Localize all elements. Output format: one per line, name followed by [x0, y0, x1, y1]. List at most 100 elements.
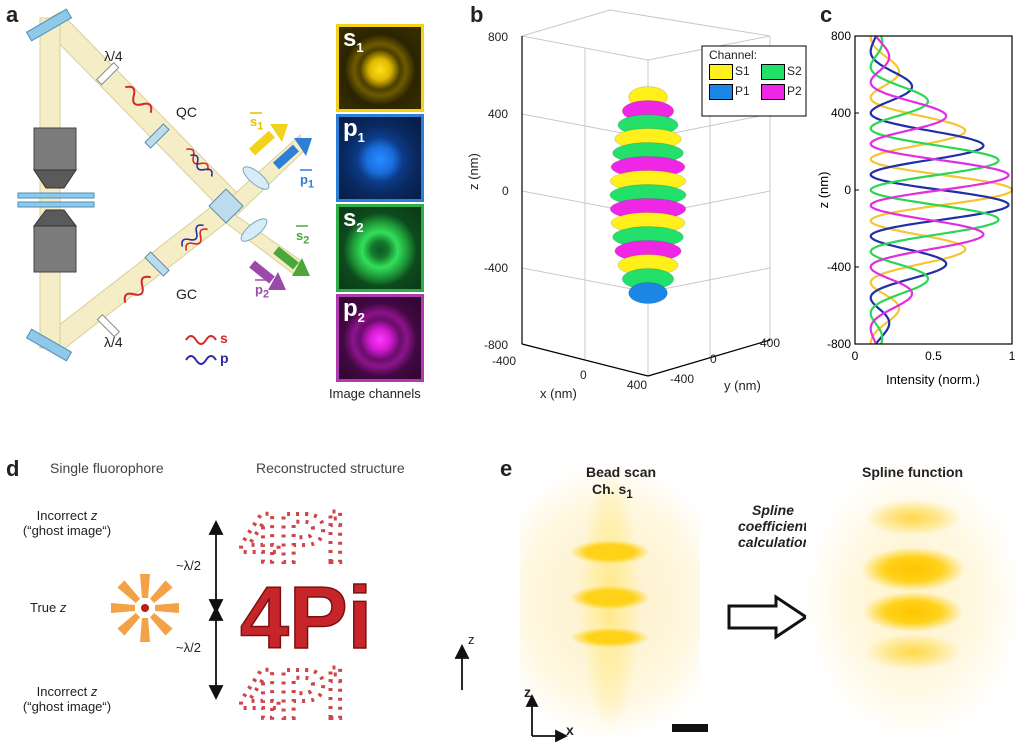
beam-splitter [208, 188, 244, 224]
channel-image-s1: s1 [336, 24, 424, 112]
axes [521, 36, 771, 377]
objective-top [33, 127, 77, 189]
wave-blue-mid-bottom [181, 224, 204, 247]
legend-entry-p1: P1 [735, 84, 750, 98]
incorrect-z-bottom: Incorrect z (“ghost image“) [22, 684, 112, 714]
lambda-half-top: ~λ/2 [176, 558, 201, 573]
wave-red-mid-top [186, 148, 209, 171]
z-tick-400: 400 [488, 107, 509, 121]
y-axis-label: y (nm) [724, 378, 761, 393]
spline-calc-text: Spline coefficients calculation [738, 502, 816, 550]
x-axis-label: x (nm) [540, 386, 577, 401]
output-arrow-p2 [249, 260, 286, 290]
image-channels-caption: Image channels [329, 386, 421, 401]
lens-lower [240, 218, 268, 242]
channel-label-s1: s1 [343, 25, 364, 55]
channel-label-s2: s2 [343, 205, 364, 235]
z-tick-0: 0 [502, 184, 509, 198]
channel-image-p1: p1 [336, 114, 424, 202]
psf-isosurface [609, 86, 687, 304]
z-axis-arrow [454, 643, 470, 690]
incorrect-z-top: Incorrect z (“ghost image“) [22, 508, 112, 538]
legend-swatch-s1 [709, 64, 733, 80]
plot-area [869, 35, 1014, 345]
capsule-band [628, 282, 668, 304]
fluorophore-burst [111, 574, 179, 642]
legend-swatch-p2 [761, 84, 785, 100]
x-tick-label: 0 [852, 349, 859, 363]
glass-compensator [144, 251, 170, 277]
z-axis-label: z (nm) [466, 153, 481, 190]
channel-label-p1: p1 [343, 115, 365, 145]
lambda4-bottom-label: λ/4 [104, 334, 123, 350]
y-tick-label: 400 [831, 106, 851, 120]
legend-wave-s [185, 335, 217, 345]
z-tick-800: 800 [488, 30, 509, 44]
e-axis-z-label: z [524, 684, 531, 700]
channel-legend-box [701, 45, 807, 117]
x-tick-0: 0 [580, 368, 587, 382]
spline-function-image [806, 458, 1020, 743]
scale-bar [672, 724, 708, 732]
x-tick-400: 400 [627, 378, 648, 392]
wave-red-bottom [123, 275, 151, 303]
sample-plate-top [17, 192, 95, 199]
channel-image-p2: p2 [336, 294, 424, 382]
xz-axes-icon [525, 693, 569, 742]
output-arrow-s1 [248, 124, 288, 156]
y-tick-400: 400 [760, 336, 781, 350]
y-tick-label: -400 [827, 260, 851, 274]
wave-red-mid-bottom [185, 228, 208, 251]
true-z-label: True z [30, 600, 67, 615]
output-arrow-s2 [273, 246, 310, 276]
legend-swatch-p1 [709, 84, 733, 100]
panel-label-a: a [6, 2, 19, 27]
panel-label-b: b [470, 2, 484, 27]
wave-red-top [125, 85, 153, 113]
panel-label-d: d [6, 456, 20, 481]
panel-label-e: e [500, 456, 513, 481]
lambda4-top-label: λ/4 [104, 48, 123, 64]
psf-3d-surface-plot [521, 9, 807, 377]
z-tick-neg400: -400 [484, 261, 509, 275]
series-line-p2 [869, 35, 1010, 345]
sample-plate-bottom [17, 201, 95, 208]
spline-arrow [727, 594, 809, 640]
plot-frame [854, 35, 1013, 345]
mirror-bottom [25, 328, 73, 362]
qc-label: QC [176, 104, 197, 120]
legend-entry-s2: S2 [787, 64, 802, 78]
y-tick-0: 0 [710, 352, 717, 366]
y-tick-label: 800 [831, 29, 851, 43]
panel-label-c: c [820, 2, 833, 27]
y-tick-label: -800 [827, 337, 851, 351]
output-arrow-p1 [272, 138, 312, 170]
legend-swatch-s2 [761, 64, 785, 80]
reconstruction-text-ghost-top: 4Pi [240, 499, 345, 577]
legend-wave-p [185, 355, 217, 365]
beam-label-p2: p2 [255, 282, 269, 301]
beam-label-s1: s1 [250, 114, 264, 133]
spline-function-title: Spline function [862, 464, 964, 480]
mirror-top [25, 8, 73, 42]
y-tick-label: 0 [844, 183, 851, 197]
y-axis-label: z (nm) [816, 172, 831, 209]
vector-marks [250, 112, 312, 281]
quarter-waveplate-top [95, 61, 120, 86]
z-tick-neg800: -800 [484, 338, 509, 352]
beam-label-s2: s2 [296, 228, 310, 247]
y-tick-neg400: -400 [670, 372, 695, 386]
x-tick-label: 0.5 [925, 349, 942, 363]
legend-entry-p2: P2 [787, 84, 802, 98]
separation-arrows [208, 519, 224, 701]
objective-bottom [33, 209, 77, 273]
x-tick-label: 1 [1009, 349, 1016, 363]
reconstruction-diagram: 4Pi 4Pi 4Pi [111, 497, 470, 735]
reconstruction-text-ghost-bottom: 4Pi [240, 655, 345, 733]
wave-blue-mid-top [190, 154, 213, 177]
channel-image-s2: s2 [336, 204, 424, 292]
x-axis-label: Intensity (norm.) [886, 372, 980, 387]
col-single-fluorophore: Single fluorophore [50, 460, 164, 476]
